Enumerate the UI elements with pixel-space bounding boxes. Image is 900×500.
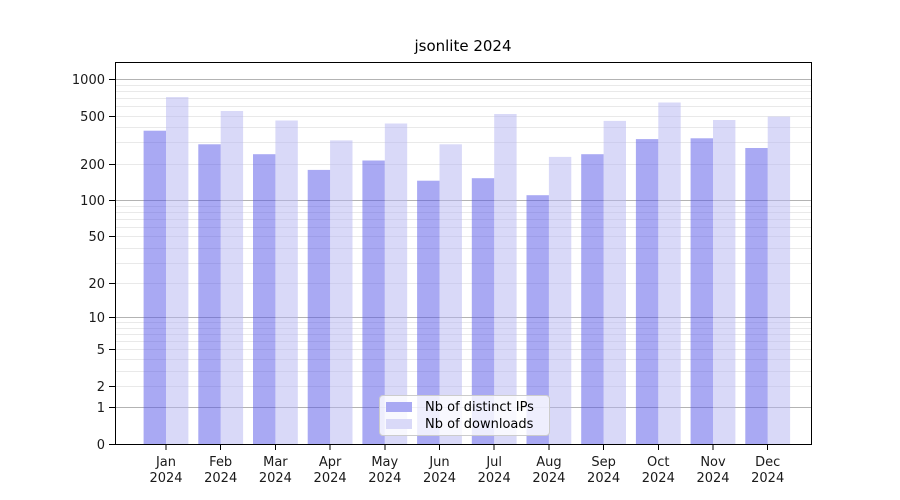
- bar-downloads-mar: [275, 120, 298, 444]
- bar-downloads-may: [384, 123, 408, 444]
- x-tick-label-month: Nov: [700, 455, 726, 470]
- legend-swatch-distinct-ips: [386, 402, 412, 412]
- bar-distinct-ips-may: [362, 160, 385, 444]
- bar-downloads-apr: [330, 140, 353, 444]
- chart-title: jsonlite 2024: [414, 37, 512, 55]
- bar-distinct-ips-nov: [690, 138, 713, 445]
- plot-border: [115, 62, 812, 445]
- x-tick-label-year: 2024: [587, 471, 620, 486]
- legend-label-downloads: Nb of downloads: [425, 416, 534, 432]
- y-tick-label: 1: [97, 401, 105, 416]
- bar-downloads-aug: [548, 156, 572, 444]
- x-tick-label-year: 2024: [478, 471, 511, 486]
- x-tick-label-year: 2024: [642, 471, 675, 486]
- bar-distinct-ips-apr: [307, 169, 331, 444]
- x-tick-label-year: 2024: [368, 471, 401, 486]
- x-tick-label-year: 2024: [259, 471, 292, 486]
- x-tick-label-month: Jul: [485, 455, 502, 470]
- y-tick-label: 100: [80, 194, 105, 209]
- x-tick-label-month: Feb: [209, 455, 232, 470]
- x-tick-label-month: Sep: [591, 455, 616, 470]
- bar-distinct-ips-sep: [581, 154, 604, 444]
- x-tick-label-month: Oct: [647, 455, 669, 470]
- x-tick-label-month: Jan: [155, 455, 176, 470]
- bar-downloads-jul: [494, 114, 517, 444]
- legend: Nb of distinct IPs Nb of downloads: [379, 395, 550, 436]
- x-tick-label-year: 2024: [204, 471, 237, 486]
- y-tick-label: 0: [97, 438, 105, 453]
- legend-label-distinct-ips: Nb of distinct IPs: [425, 399, 534, 415]
- y-tick-label: 20: [88, 277, 105, 292]
- y-tick-label: 500: [80, 110, 105, 125]
- y-tick-label: 200: [80, 158, 105, 173]
- bar-downloads-oct: [658, 102, 681, 444]
- y-tick-label: 5: [97, 343, 105, 358]
- x-tick-label-month: May: [371, 455, 398, 470]
- legend-swatch-downloads: [386, 419, 412, 429]
- x-tick-label-year: 2024: [314, 471, 347, 486]
- bar-distinct-ips-jan: [143, 130, 166, 444]
- bar-distinct-ips-jul: [471, 178, 495, 444]
- bar-downloads-nov: [713, 120, 736, 444]
- y-tick-label: 2: [97, 380, 105, 395]
- bar-distinct-ips-oct: [635, 139, 659, 444]
- bar-downloads-dec: [767, 116, 791, 444]
- bar-distinct-ips-jun: [417, 180, 440, 444]
- x-tick-label-year: 2024: [532, 471, 565, 486]
- x-tick-label-month: Jun: [428, 455, 449, 470]
- x-tick-label-month: Dec: [755, 455, 780, 470]
- bar-distinct-ips-mar: [253, 154, 276, 444]
- bar-distinct-ips-dec: [745, 148, 768, 444]
- legend-item-distinct-ips: Nb of distinct IPs: [386, 399, 541, 415]
- x-tick-label-year: 2024: [751, 471, 784, 486]
- bar-distinct-ips-feb: [198, 144, 221, 445]
- legend-item-downloads: Nb of downloads: [386, 416, 541, 432]
- x-tick-label-year: 2024: [696, 471, 729, 486]
- y-tick-label: 1000: [72, 73, 105, 88]
- y-tick-label: 50: [88, 230, 105, 245]
- x-tick-label-month: Mar: [263, 455, 288, 470]
- x-tick-label-month: Apr: [319, 455, 342, 470]
- y-tick-label: 10: [88, 311, 105, 326]
- bar-downloads-sep: [603, 120, 626, 445]
- bar-downloads-jan: [166, 97, 189, 444]
- x-tick-label-year: 2024: [423, 471, 456, 486]
- x-tick-label-year: 2024: [149, 471, 182, 486]
- bar-downloads-jun: [439, 144, 462, 445]
- x-tick-label-month: Aug: [536, 455, 561, 470]
- bar-downloads-feb: [220, 111, 244, 444]
- bar-distinct-ips-aug: [526, 195, 549, 444]
